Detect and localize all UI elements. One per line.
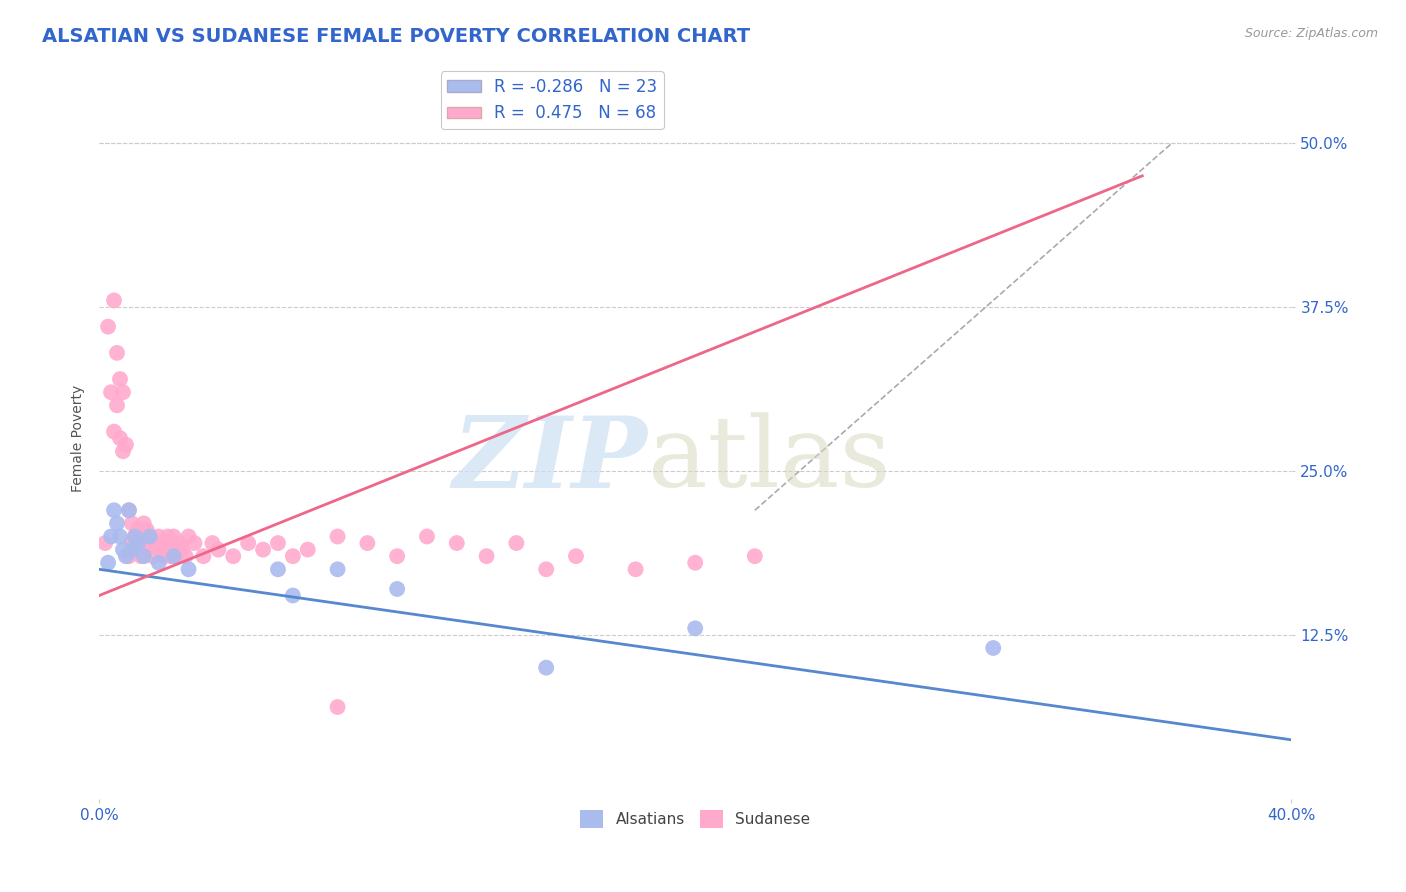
- Point: [129, 549, 152, 564]
- Point: [356, 536, 378, 550]
- Point: [124, 529, 146, 543]
- Point: [142, 536, 165, 550]
- Point: [981, 640, 1004, 655]
- Point: [111, 444, 134, 458]
- Point: [94, 536, 117, 550]
- Point: [236, 536, 259, 550]
- Text: atlas: atlas: [648, 412, 890, 508]
- Point: [385, 582, 408, 596]
- Point: [183, 536, 205, 550]
- Point: [103, 425, 125, 439]
- Text: ALSATIAN VS SUDANESE FEMALE POVERTY CORRELATION CHART: ALSATIAN VS SUDANESE FEMALE POVERTY CORR…: [42, 27, 751, 45]
- Point: [118, 503, 141, 517]
- Point: [105, 516, 128, 531]
- Point: [162, 529, 184, 543]
- Point: [201, 536, 224, 550]
- Point: [118, 503, 141, 517]
- Point: [124, 542, 146, 557]
- Text: Source: ZipAtlas.com: Source: ZipAtlas.com: [1244, 27, 1378, 40]
- Point: [148, 556, 170, 570]
- Point: [115, 549, 138, 564]
- Point: [105, 346, 128, 360]
- Point: [177, 529, 200, 543]
- Point: [565, 549, 588, 564]
- Point: [193, 549, 215, 564]
- Point: [169, 536, 191, 550]
- Point: [111, 385, 134, 400]
- Point: [174, 549, 197, 564]
- Point: [145, 536, 167, 550]
- Point: [148, 529, 170, 543]
- Point: [326, 562, 349, 576]
- Point: [105, 398, 128, 412]
- Point: [624, 562, 647, 576]
- Point: [103, 293, 125, 308]
- Point: [127, 536, 149, 550]
- Point: [127, 523, 149, 537]
- Point: [135, 542, 157, 557]
- Point: [156, 529, 179, 543]
- Point: [132, 536, 155, 550]
- Point: [132, 549, 155, 564]
- Point: [385, 549, 408, 564]
- Point: [108, 529, 131, 543]
- Y-axis label: Female Poverty: Female Poverty: [72, 384, 86, 491]
- Point: [97, 319, 120, 334]
- Point: [121, 542, 143, 557]
- Point: [267, 562, 290, 576]
- Point: [281, 589, 304, 603]
- Point: [207, 542, 229, 557]
- Point: [103, 503, 125, 517]
- Point: [159, 536, 181, 550]
- Point: [326, 529, 349, 543]
- Point: [139, 529, 162, 543]
- Point: [534, 661, 557, 675]
- Point: [683, 556, 706, 570]
- Point: [115, 438, 138, 452]
- Point: [129, 529, 152, 543]
- Point: [416, 529, 439, 543]
- Point: [100, 385, 122, 400]
- Text: ZIP: ZIP: [453, 411, 648, 508]
- Point: [124, 529, 146, 543]
- Point: [162, 542, 184, 557]
- Point: [166, 549, 188, 564]
- Point: [139, 529, 162, 543]
- Point: [127, 536, 149, 550]
- Point: [222, 549, 245, 564]
- Point: [150, 536, 173, 550]
- Point: [142, 549, 165, 564]
- Point: [132, 516, 155, 531]
- Point: [108, 372, 131, 386]
- Point: [153, 536, 176, 550]
- Point: [446, 536, 468, 550]
- Point: [111, 542, 134, 557]
- Point: [118, 549, 141, 564]
- Point: [172, 542, 194, 557]
- Point: [326, 700, 349, 714]
- Point: [135, 523, 157, 537]
- Point: [108, 431, 131, 445]
- Legend: Alsatians, Sudanese: Alsatians, Sudanese: [574, 804, 817, 835]
- Point: [297, 542, 319, 557]
- Point: [97, 556, 120, 570]
- Point: [744, 549, 766, 564]
- Point: [100, 529, 122, 543]
- Point: [148, 542, 170, 557]
- Point: [121, 516, 143, 531]
- Point: [281, 549, 304, 564]
- Point: [534, 562, 557, 576]
- Point: [475, 549, 498, 564]
- Point: [159, 549, 181, 564]
- Point: [252, 542, 274, 557]
- Point: [683, 621, 706, 635]
- Point: [267, 536, 290, 550]
- Point: [505, 536, 527, 550]
- Point: [177, 562, 200, 576]
- Point: [162, 549, 184, 564]
- Point: [153, 549, 176, 564]
- Point: [121, 536, 143, 550]
